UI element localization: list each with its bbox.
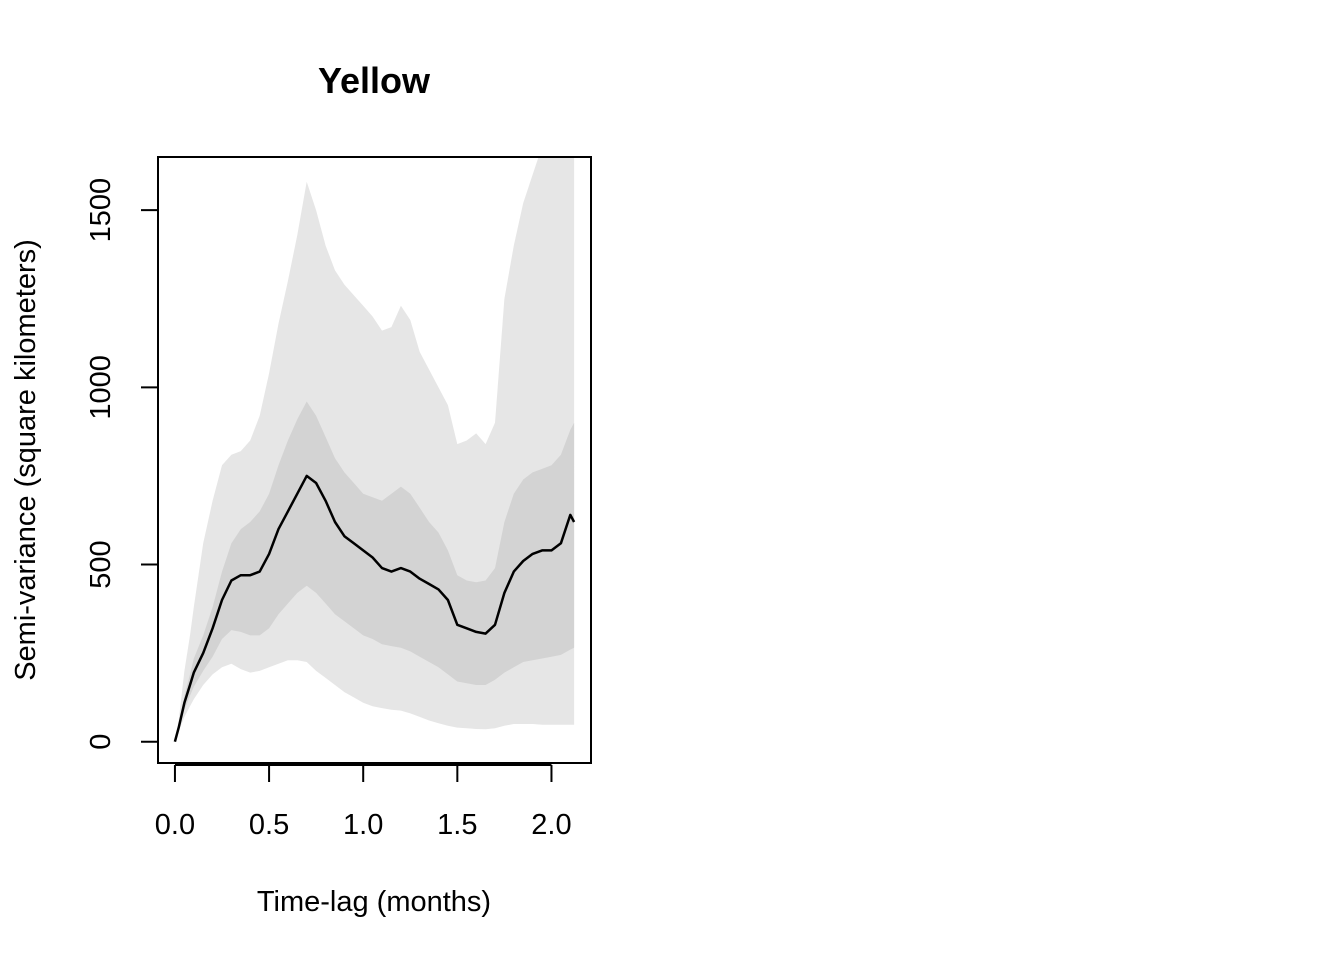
y-axis: 0 500 1000 1500 xyxy=(85,178,159,750)
x-tick-label: 1.0 xyxy=(343,809,383,841)
inner-confidence-band xyxy=(174,401,575,742)
semivariance-line xyxy=(173,474,576,743)
y-tick-label: 0 xyxy=(85,734,117,750)
y-tick-label: 1000 xyxy=(85,355,117,420)
x-axis: 0.0 0.5 1.0 1.5 2.0 xyxy=(155,764,572,841)
x-axis-label: Time-lag (months) xyxy=(257,886,491,918)
x-tick-label: 0.0 xyxy=(155,809,195,841)
semivariance-series xyxy=(173,474,576,743)
x-tick-label: 0.5 xyxy=(249,809,289,841)
x-tick-label: 2.0 xyxy=(531,809,571,841)
chart-title: Yellow xyxy=(318,60,431,101)
x-tick-label: 1.5 xyxy=(437,809,477,841)
y-axis-label: Semi-variance (square kilometers) xyxy=(10,239,42,681)
y-tick-label: 1500 xyxy=(85,178,117,243)
y-tick-label: 500 xyxy=(85,540,117,588)
confidence-bands xyxy=(174,157,575,742)
